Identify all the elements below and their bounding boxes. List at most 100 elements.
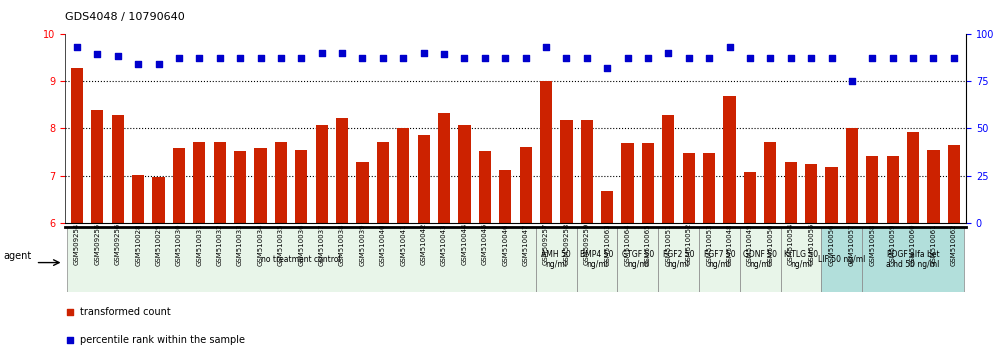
Bar — [740, 227, 781, 292]
Text: FGF2 50
ng/ml: FGF2 50 ng/ml — [662, 250, 694, 269]
Bar — [662, 115, 674, 223]
Bar — [458, 125, 470, 223]
Point — [62, 309, 78, 314]
Bar — [846, 128, 858, 223]
Point — [294, 56, 310, 61]
Text: GSM510054: GSM510054 — [788, 223, 794, 266]
Point — [600, 65, 616, 70]
Text: GSM509255: GSM509255 — [95, 223, 101, 265]
Bar — [682, 153, 695, 223]
Text: GSM509256: GSM509256 — [115, 223, 121, 266]
Bar — [577, 227, 618, 292]
Bar — [723, 96, 736, 223]
Text: GSM509259: GSM509259 — [584, 223, 590, 266]
Bar — [173, 148, 185, 223]
Text: GSM510058: GSM510058 — [870, 223, 875, 266]
Point — [721, 44, 737, 50]
Point — [497, 56, 513, 61]
Bar — [357, 162, 369, 223]
Text: GSM510051: GSM510051 — [665, 223, 671, 266]
Text: GSM510060: GSM510060 — [910, 223, 916, 266]
Text: GDS4048 / 10790640: GDS4048 / 10790640 — [65, 12, 184, 22]
Point — [905, 56, 921, 61]
Point — [314, 50, 330, 56]
Text: GSM510062: GSM510062 — [951, 223, 957, 266]
Text: GSM510049: GSM510049 — [747, 223, 753, 266]
Bar — [132, 175, 144, 223]
Text: GSM510037: GSM510037 — [319, 223, 325, 266]
Bar — [193, 142, 205, 223]
Point — [415, 50, 431, 56]
Point — [273, 56, 289, 61]
Text: GDNF 50
ng/ml: GDNF 50 ng/ml — [743, 250, 777, 269]
Bar — [601, 191, 614, 223]
Point — [579, 56, 595, 61]
Point — [436, 52, 452, 57]
Point — [518, 56, 534, 61]
Point — [110, 53, 125, 59]
Bar — [536, 227, 577, 292]
Bar — [785, 162, 797, 223]
Bar — [822, 227, 863, 292]
Bar — [703, 153, 715, 223]
Point — [171, 56, 187, 61]
Text: GSM510038: GSM510038 — [339, 223, 345, 266]
Point — [212, 56, 228, 61]
Point — [334, 50, 350, 56]
Bar — [781, 227, 822, 292]
Text: GSM510046: GSM510046 — [502, 223, 508, 266]
Point — [884, 56, 900, 61]
Text: PDGF alfa bet
a hd 50 ng/ml: PDGF alfa bet a hd 50 ng/ml — [886, 250, 940, 269]
Text: GSM510047: GSM510047 — [523, 223, 529, 266]
Point — [865, 56, 880, 61]
Point — [150, 61, 166, 67]
Bar — [316, 125, 328, 223]
Text: GSM510050: GSM510050 — [767, 223, 773, 266]
Text: GSM509257: GSM509257 — [543, 223, 549, 266]
Text: GSM509258: GSM509258 — [564, 223, 570, 266]
Bar — [295, 150, 308, 223]
Bar — [234, 151, 246, 223]
Text: GSM510034: GSM510034 — [258, 223, 264, 266]
Point — [253, 56, 269, 61]
Text: GSM510044: GSM510044 — [461, 223, 467, 266]
Point — [374, 56, 390, 61]
Text: no treatment control: no treatment control — [261, 255, 342, 264]
Text: GSM510056: GSM510056 — [829, 223, 835, 266]
Point — [803, 56, 819, 61]
Point — [640, 56, 656, 61]
Point — [456, 56, 472, 61]
Bar — [71, 68, 83, 223]
Text: agent: agent — [3, 251, 32, 261]
Bar — [152, 177, 164, 223]
Point — [559, 56, 575, 61]
Bar — [618, 227, 658, 292]
Text: GSM510055: GSM510055 — [808, 223, 814, 266]
Bar — [397, 128, 409, 223]
Point — [783, 56, 799, 61]
Bar — [499, 170, 511, 223]
Text: GSM510052: GSM510052 — [686, 223, 692, 266]
Bar — [520, 147, 532, 223]
Bar — [112, 115, 124, 223]
Point — [395, 56, 411, 61]
Text: LIF 50 ng/ml: LIF 50 ng/ml — [818, 255, 866, 264]
Bar — [764, 142, 777, 223]
Text: GSM510031: GSM510031 — [196, 223, 202, 266]
Bar — [867, 156, 878, 223]
Point — [232, 56, 248, 61]
Bar — [744, 172, 756, 223]
Text: GSM510053: GSM510053 — [706, 223, 712, 266]
Text: GSM510057: GSM510057 — [849, 223, 855, 266]
Point — [742, 56, 758, 61]
Text: CTGF 50
ng/ml: CTGF 50 ng/ml — [622, 250, 654, 269]
Text: GSM510029: GSM510029 — [155, 223, 161, 266]
Point — [62, 337, 78, 343]
Text: GSM510030: GSM510030 — [176, 223, 182, 266]
Text: BMP4 50
ng/ml: BMP4 50 ng/ml — [581, 250, 614, 269]
Text: GSM510048: GSM510048 — [726, 223, 733, 266]
Bar — [658, 227, 699, 292]
Point — [925, 56, 941, 61]
Text: GSM510039: GSM510039 — [360, 223, 366, 266]
Point — [477, 56, 493, 61]
